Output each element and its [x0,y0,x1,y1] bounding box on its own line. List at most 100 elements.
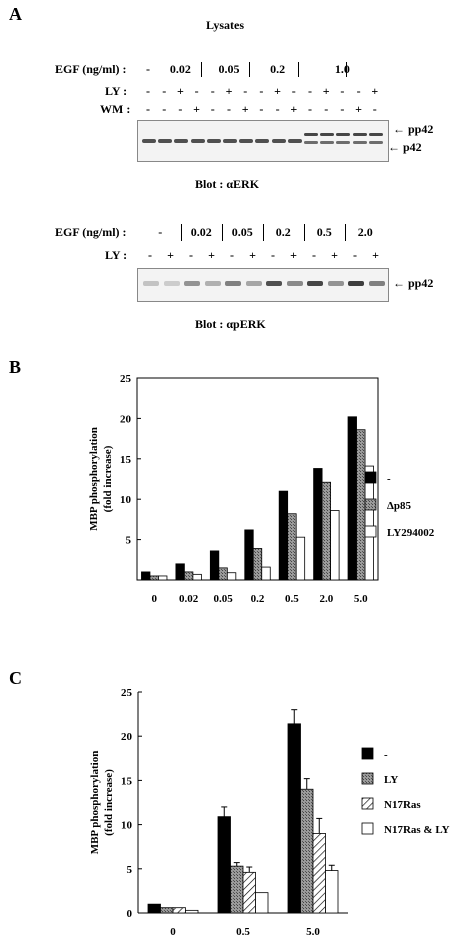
blot1-wm-sign: - [275,102,280,116]
blot1-wm-sign: - [162,102,167,116]
blot1-band [142,139,156,143]
blot1-band [174,139,189,143]
blot2-ly-sign: + [167,248,174,262]
panel-a-title: Lysates [206,18,245,32]
panel-a-letter: A [9,4,22,24]
x-tick-label: 2.0 [319,593,333,605]
blot2-ly-sign: - [271,248,275,262]
blot1-ly-sign: - [340,84,345,98]
blot2-group-divider [304,224,305,241]
blot2-band [368,281,385,286]
blot1-wm-sign: - [372,102,377,116]
blot2-band [266,281,282,286]
bar [158,575,168,581]
bar [226,572,237,581]
blot2-band [286,281,303,286]
blot1-band [304,133,318,136]
blot2-group-divider [345,224,346,241]
blot2-band [184,281,200,286]
bar [278,490,289,581]
bar [149,575,159,581]
blot1-wm-sign: + [355,102,363,116]
blot1-blot-label: Blot : αERK [195,177,260,191]
bar [172,907,186,914]
bar [321,481,332,581]
blot1-group-divider [297,62,299,77]
blot1-group-divider [200,62,202,77]
y-tick-label: 15 [121,775,133,787]
legend-label: - [387,473,391,485]
y-axis-label: MBP phosphorylation (fold increase) [88,427,114,531]
blot1-wm-sign: - [308,102,312,116]
blot1-egf-label: EGF (ng/ml) : [55,62,127,76]
blot2-egf-group: 0.05 [231,225,253,239]
blot1-band-lower [304,141,318,144]
y-tick-label: 10 [121,820,133,832]
blot1-wm-sign: + [290,102,298,116]
blot2-band [327,281,344,286]
legend-swatch [361,797,374,810]
legend-label: - [384,749,388,761]
bar [255,892,269,914]
bar [347,416,357,581]
x-tick-label: 0.5 [236,926,250,938]
bar [325,870,339,914]
y-tick-label: 25 [121,687,133,699]
x-tick-label: 0.2 [251,593,265,605]
blot2-egf-group: 0.5 [316,225,332,239]
y-axis-label: MBP phosphorylation (fold increase) [89,751,115,855]
blot1-wm-sign: - [324,102,329,116]
panel-c-letter: C [9,668,22,688]
blot1-ly-sign: - [210,84,215,98]
legend-swatch [364,525,377,538]
x-tick-label: 0.05 [213,593,233,605]
blot1-band [255,139,270,143]
blot1-wm-sign: - [227,102,231,116]
blot2-group-divider [222,224,223,241]
blot2-egf-group: 0.2 [275,225,291,239]
bar [185,909,199,914]
blot2-egf-group: 0.02 [190,225,212,239]
bar [252,548,263,581]
x-tick-label: 5.0 [306,926,320,938]
bar [287,723,301,914]
blot2-ly-sign: - [230,248,234,262]
blot1-egf-group: 0.05 [218,62,240,76]
bar [261,566,271,581]
blot2-band [225,281,241,286]
bar [300,788,314,914]
blot2-image [137,268,389,302]
blot1-band [336,133,351,136]
bar [330,510,340,581]
blot1-wm-sign: - [259,102,264,116]
bar [295,536,306,581]
blot1-band [352,133,367,136]
legend-swatch [361,747,374,760]
bar [141,571,151,581]
blot1-ly-sign: - [291,84,296,98]
blot2-band [307,281,323,286]
bar [209,550,220,581]
blot1-ly-sign: - [194,84,199,98]
blot1-p42-label: ← p42 [388,140,422,154]
blot1-band [368,133,383,136]
blot2-ly-sign: + [249,248,256,262]
bar [147,903,161,914]
blot1-band-lower [368,141,383,144]
blot2-egf-group: 2.0 [357,225,373,239]
blot2-group-divider [181,224,182,241]
blot1-band [239,139,254,143]
bar [364,465,374,581]
legend-swatch [364,471,377,484]
blot2-ly-sign: - [312,248,316,262]
blot1-band [158,139,173,143]
bar [160,907,174,914]
blot1-band [287,139,302,143]
panel-b-letter: B [9,357,22,377]
blot1-band [320,133,335,136]
blot1-pp42-label: ← pp42 [393,122,434,136]
y-tick-label: 5 [127,864,133,876]
bar [242,871,256,914]
blot1-ly-sign: + [322,84,330,98]
blot1-image [137,120,389,162]
